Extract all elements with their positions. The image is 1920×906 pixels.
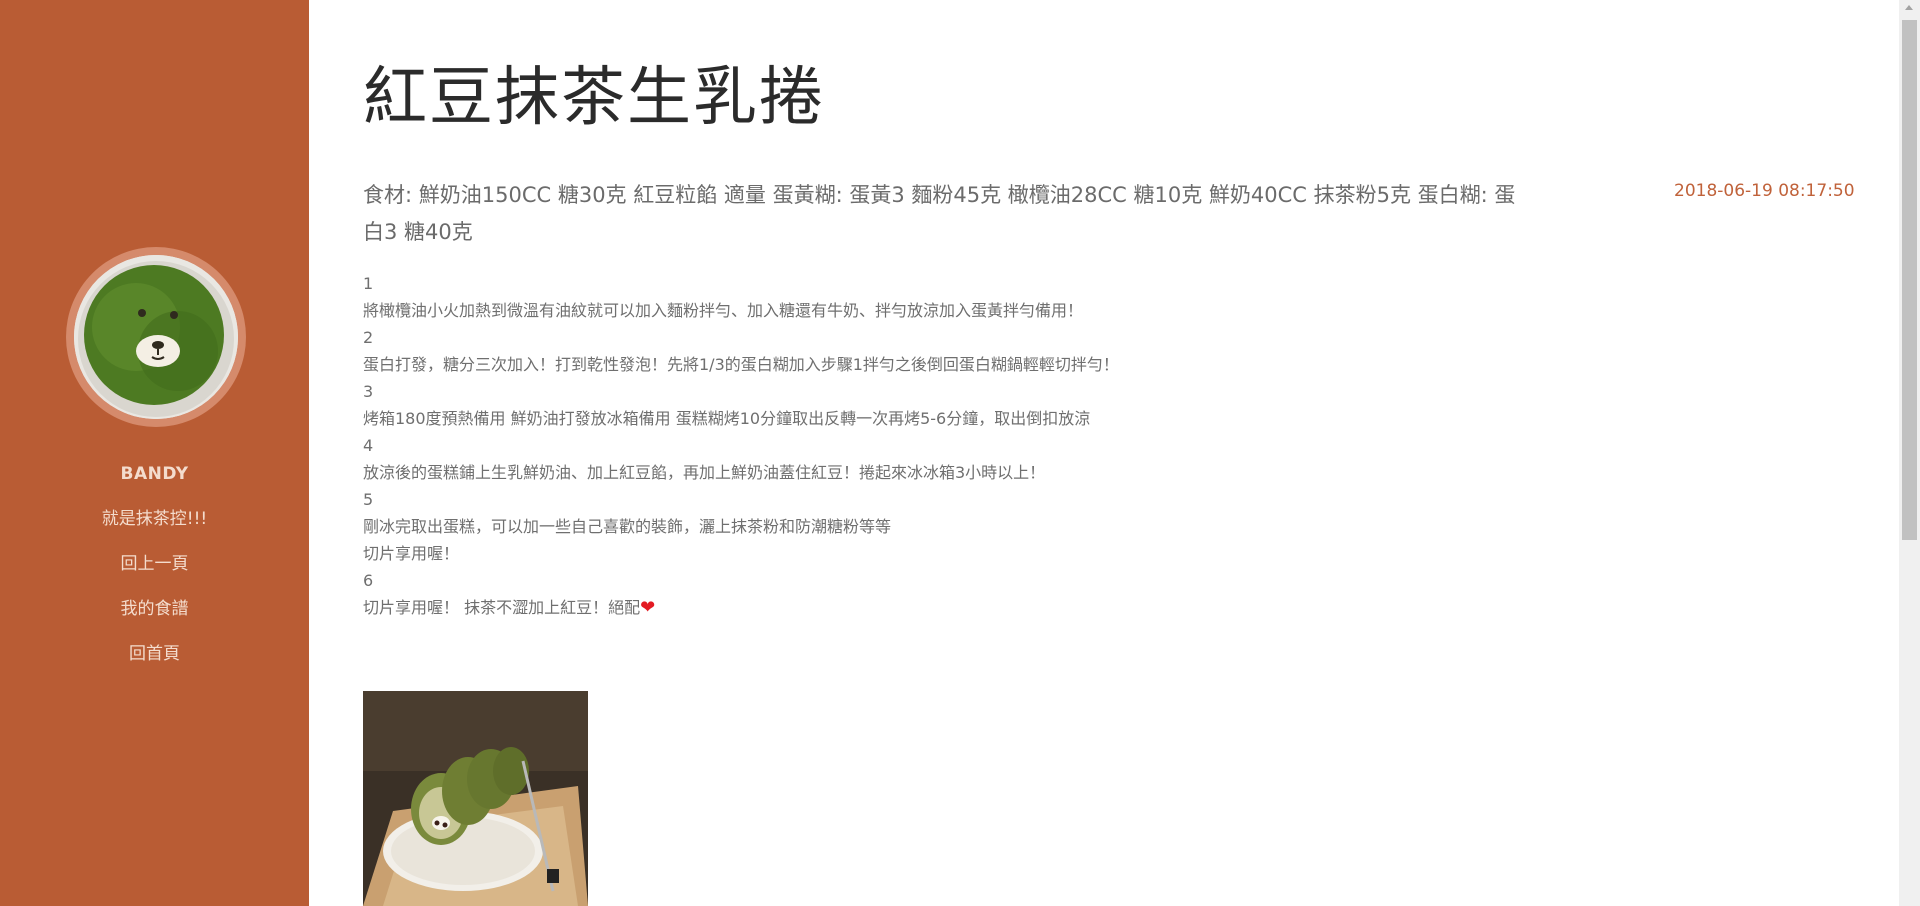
step-text-content: 切片享用喔！ 抹茶不澀加上紅豆！絕配 <box>363 598 641 617</box>
sidebar-nav: BANDY 就是抹茶控!!! 回上一頁 我的食譜 回首頁 <box>0 452 309 677</box>
heart-icon: ❤ <box>640 597 656 618</box>
avatar-image <box>74 255 238 419</box>
recipe-title: 紅豆抹茶生乳捲 <box>363 61 825 135</box>
recipe-content: 紅豆抹茶生乳捲 食材: 鮮奶油150CC 糖30克 紅豆粒餡 適量 蛋黃糊: 蛋… <box>309 0 1899 906</box>
matcha-bear-latte-image <box>74 255 238 419</box>
nav-home-link[interactable]: 回首頁 <box>129 644 180 664</box>
avatar <box>66 247 246 427</box>
step-text: 剛冰完取出蛋糕，可以加一些自己喜歡的裝飾，灑上抹茶粉和防潮糖粉等等 <box>363 517 892 536</box>
nav-my-recipes-link[interactable]: 我的食譜 <box>120 599 189 619</box>
step-number: 3 <box>363 382 374 401</box>
step-text: 蛋白打發，糖分三次加入！打到乾性發泡！先將1/3的蛋白糊加入步驟1拌勻之後倒回蛋… <box>363 355 1119 374</box>
step-number: 1 <box>363 274 374 293</box>
step-text: 切片享用喔！ <box>363 544 460 563</box>
recipe-timestamp: 2018-06-19 08:17:50 <box>1674 181 1855 201</box>
matcha-roll-cake-image <box>363 691 588 906</box>
page-scrollbar[interactable] <box>1899 0 1920 906</box>
scrollbar-thumb[interactable] <box>1902 20 1917 540</box>
step-text: 將橄欖油小火加熱到微溫有油紋就可以加入麵粉拌勻、加入糖還有牛奶、拌勻放涼加入蛋黃… <box>363 301 1084 320</box>
recipe-steps: 1 將橄欖油小火加熱到微溫有油紋就可以加入麵粉拌勻、加入糖還有牛奶、拌勻放涼加入… <box>363 270 1613 621</box>
step-number: 2 <box>363 328 374 347</box>
nav-back-link[interactable]: 回上一頁 <box>120 554 189 574</box>
user-tagline-link[interactable]: 就是抹茶控!!! <box>101 509 208 529</box>
step-text-final: 切片享用喔！ 抹茶不澀加上紅豆！絕配❤ <box>363 594 1613 621</box>
recipe-ingredients: 食材: 鮮奶油150CC 糖30克 紅豆粒餡 適量 蛋黃糊: 蛋黃3 麵粉45克… <box>363 183 1516 244</box>
sidebar: BANDY 就是抹茶控!!! 回上一頁 我的食譜 回首頁 <box>0 0 309 906</box>
step-text: 烤箱180度預熱備用 鮮奶油打發放冰箱備用 蛋糕糊烤10分鐘取出反轉一次再烤5-… <box>363 409 1091 428</box>
user-name-link[interactable]: BANDY <box>120 464 189 484</box>
scroll-up-arrow-icon[interactable] <box>1905 5 1913 10</box>
step-number: 5 <box>363 490 374 509</box>
recipe-photo[interactable] <box>363 691 588 906</box>
step-text: 放涼後的蛋糕鋪上生乳鮮奶油、加上紅豆餡，再加上鮮奶油蓋住紅豆！捲起來冰冰箱3小時… <box>363 463 1046 482</box>
step-number: 6 <box>363 571 374 590</box>
step-number: 4 <box>363 436 374 455</box>
